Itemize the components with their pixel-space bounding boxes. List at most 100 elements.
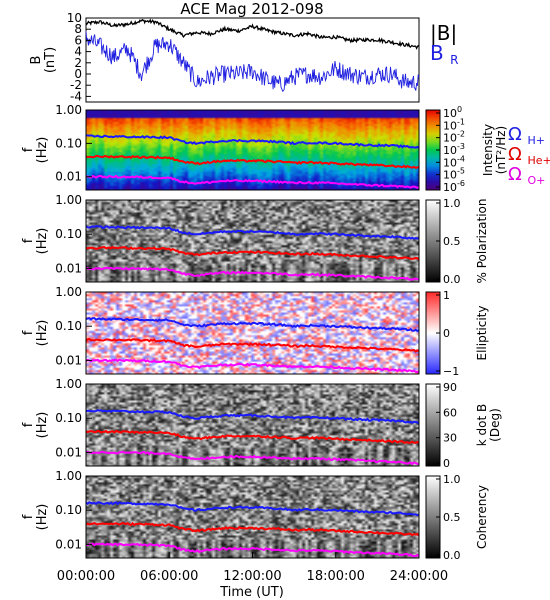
kdotb-y-label: f [21, 422, 36, 427]
coherency-colorbar-label: 0.0 [443, 549, 461, 562]
intensity-colorbar-label: 10-6 [443, 179, 465, 194]
panel-polarization: 1.00 0.10 0.01 f (Hz) 1.0 0.5 0.0 % Polarization [21, 193, 489, 286]
field-y-tick-label: -2 [70, 78, 82, 92]
panel-ellipticity: 1.00 0.10 0.01 f (Hz) 1 0 −1 Ellipticity [21, 285, 489, 378]
polarization-y-tick-label: 1.00 [55, 193, 82, 207]
legend-br-subscript: R [450, 53, 458, 67]
legend-h-sub: H+ [528, 134, 546, 147]
field-y-tick-label: 10 [67, 11, 82, 25]
legend-br-symbol: B [430, 41, 444, 65]
intensity-colorbar-unit: (nT²/Hz) [494, 126, 508, 174]
x-tick-label: 06:00:00 [140, 569, 198, 584]
field-series-group [85, 18, 420, 92]
legend-he-sub: He+ [528, 154, 550, 167]
ellipticity-y-tick-label: 0.10 [55, 319, 82, 333]
intensity-colorbar-title: Intensity [481, 124, 495, 176]
gyro-line-h-plus [85, 409, 420, 424]
x-tick-label: 00:00:00 [57, 569, 115, 584]
coherency-heatmap [86, 476, 419, 558]
kdotb-colorbar-label: 30 [443, 432, 457, 445]
panel-field-frame [85, 17, 420, 103]
x-axis-label: Time (UT) [219, 585, 284, 600]
kdotb-colorbar-label: 0 [443, 457, 450, 470]
panel-intensity: 1.000.100.01f (Hz)10010-110-210-310-410-5… [21, 103, 508, 194]
gyro-line-h-plus [85, 134, 420, 149]
gyro-line-h-plus [85, 317, 420, 333]
ellipticity-colorbar-label: −1 [443, 365, 459, 378]
gyro-line-o-plus [85, 266, 420, 281]
legend-o-plus: Ω O+ [508, 164, 545, 187]
intensity-frame [85, 109, 420, 191]
intensity-colorbar-exp: -5 [457, 167, 465, 176]
ellipticity-y-label: f [21, 330, 36, 335]
kdotb-heatmap [86, 384, 419, 466]
polarization-colorbar-label: 1.0 [443, 197, 461, 210]
intensity-y-tick-label: 0.10 [55, 136, 82, 150]
ellipticity-y-tick-label: 1.00 [55, 285, 82, 299]
intensity-colorbar-exp: -6 [457, 179, 465, 188]
intensity-y-unit: (Hz) [35, 137, 50, 164]
ellipticity-colorbar-label: 0 [443, 327, 450, 340]
kdotb-colorbar [425, 383, 441, 467]
field-y-tick-label: 0 [74, 67, 82, 81]
intensity-colorbar-exp: 0 [457, 105, 462, 114]
intensity-y-tick-label: 0.01 [55, 170, 82, 184]
coherency-colorbar-title: Coherency [475, 485, 489, 549]
polarization-y-label: f [21, 238, 36, 243]
kdotb-colorbar-unit: (Deg) [488, 408, 502, 442]
legend-he-symbol: Ω [508, 144, 522, 165]
field-y-tick-label: 4 [74, 45, 82, 59]
legend-br: B R [430, 41, 458, 67]
legend-he-plus: Ω He+ [508, 144, 550, 167]
gyro-line-he-plus [85, 429, 420, 444]
panel-coherency: 1.00 0.10 0.01 f (Hz) 1.0 0.5 0.0 Coherency [21, 469, 489, 562]
coherency-colorbar-label: 1.0 [443, 473, 461, 486]
gyro-line-o-plus [85, 542, 420, 558]
intensity-y-tick-label: 1.00 [55, 103, 82, 117]
polarization-colorbar-label: 0.5 [443, 235, 461, 248]
x-tick-label: 12:00:00 [223, 569, 281, 584]
gyro-line-o-plus [86, 450, 420, 466]
intensity-colorbar-exp: -1 [457, 117, 465, 126]
gyro-line-he-plus [85, 337, 420, 353]
gyro-line-he-plus [85, 521, 420, 537]
gyro-line-o-plus [85, 174, 420, 189]
gyro-line-he-plus [85, 245, 420, 261]
coherency-y-unit: (Hz) [35, 504, 50, 531]
polarization-y-tick-label: 0.10 [55, 227, 82, 241]
coherency-y-label: f [21, 514, 36, 519]
gyro-line-h-plus [85, 501, 420, 517]
intensity-heatmap [86, 110, 419, 190]
kdotb-colorbar-label: 90 [443, 381, 457, 394]
chart-title: ACE Mag 2012-098 [180, 0, 323, 18]
ellipticity-y-unit: (Hz) [35, 320, 50, 347]
field-y-tick-label: 8 [74, 22, 82, 36]
field-series-br [85, 30, 420, 92]
intensity-colorbar-exp: -2 [457, 130, 465, 139]
kdotb-y-tick-label: 0.10 [55, 411, 82, 425]
kdotb-colorbar-label: 60 [443, 406, 457, 419]
x-tick-label: 24:00:00 [390, 569, 448, 584]
gyro-line-o-plus [85, 358, 420, 374]
coherency-y-tick-label: 0.10 [55, 503, 82, 517]
panel-kdotb: 1.00 0.10 0.01 f (Hz) 90 60 30 0 k dot B (Deg) [21, 377, 502, 470]
x-axis-ticks: 00:00:00 06:00:00 12:00:00 18:00:00 24:00:00 [57, 552, 448, 584]
legend-h-plus: Ω H+ [508, 124, 545, 147]
kdotb-y-tick-label: 0.01 [55, 445, 82, 459]
intensity-colorbar-exp: -3 [457, 142, 465, 151]
polarization-colorbar-title: % Polarization [475, 199, 489, 284]
kdotb-y-unit: (Hz) [35, 412, 50, 439]
field-y-tick-label: -4 [70, 89, 82, 103]
gyro-line-h-plus [85, 225, 420, 240]
kdotb-frame [85, 383, 420, 467]
legend-o-symbol: Ω [508, 164, 522, 185]
polarization-y-tick-label: 0.01 [55, 261, 82, 275]
ellipticity-frame [85, 291, 420, 375]
field-y-label: B [29, 56, 44, 65]
legend-o-sub: O+ [528, 174, 546, 187]
field-y-tick-label: 6 [74, 33, 82, 47]
kdotb-y-tick-label: 1.00 [55, 377, 82, 391]
field-y-unit: (nT) [43, 47, 58, 73]
